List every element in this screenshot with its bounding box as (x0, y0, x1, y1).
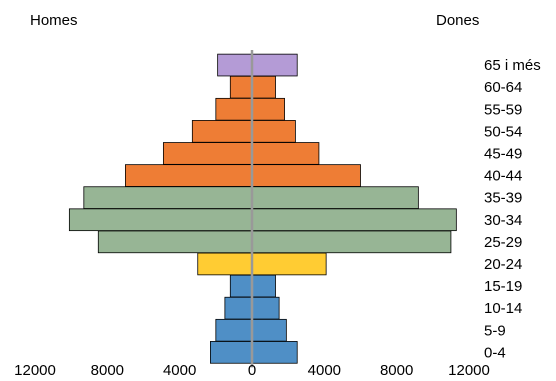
age-label: 60-64 (484, 79, 522, 96)
x-axis-ticks: 12000 8000 4000 0 4000 8000 12000 (14, 362, 490, 379)
age-label: 10-14 (484, 300, 522, 317)
age-label: 35-39 (484, 190, 522, 207)
bar-homes-60-64 (229, 75, 253, 99)
bar-homes-50-54 (191, 120, 253, 143)
bar-homes-15-19 (229, 274, 253, 298)
bar-homes-0-4 (210, 341, 253, 364)
age-label: 45-49 (484, 145, 522, 162)
bar-dones-15-19 (251, 274, 276, 298)
bar-dones-50-54 (251, 120, 296, 143)
age-group-labels: 0-4 5-9 10-14 15-19 20-24 25-29 30-34 35-39 40-4… (484, 57, 541, 361)
bar-homes-5-9 (215, 318, 253, 342)
age-label: 0-4 (484, 344, 506, 361)
x-tick-label: 4000 (308, 362, 341, 379)
age-label: 5-9 (484, 322, 506, 339)
bar-dones-5-9 (251, 318, 287, 342)
x-tick-label: 12000 (448, 362, 490, 379)
age-label: 15-19 (484, 278, 522, 295)
bar-dones-10-14 (251, 296, 280, 320)
bar-homes-10-14 (224, 296, 253, 320)
x-tick-label: 8000 (91, 362, 124, 379)
age-label: 30-34 (484, 212, 522, 229)
bar-dones-0-4 (251, 341, 298, 364)
bar-dones-55-59 (251, 97, 285, 121)
x-tick-label: 12000 (14, 362, 56, 379)
bar-homes-30-34 (68, 208, 253, 232)
bar-homes-65-i-més (217, 53, 253, 77)
right-series-label: Dones (436, 12, 479, 29)
bar-dones-60-64 (251, 75, 276, 99)
age-label: 25-29 (484, 234, 522, 251)
bar-homes-55-59 (215, 97, 253, 121)
bar-homes-40-44 (125, 164, 253, 187)
bar-homes-35-39 (83, 186, 253, 209)
bar-dones-20-24 (251, 252, 327, 276)
age-label: 65 i més (484, 57, 541, 74)
bar-dones-40-44 (251, 164, 361, 187)
bar-dones-45-49 (251, 142, 320, 165)
x-tick-label: 8000 (380, 362, 413, 379)
bar-dones-65-i-més (251, 53, 298, 77)
bar-dones-35-39 (251, 186, 419, 209)
bar-dones-25-29 (251, 230, 452, 254)
age-label: 40-44 (484, 168, 522, 185)
bars-group (68, 53, 457, 364)
bar-homes-25-29 (97, 230, 253, 254)
x-tick-label: 0 (248, 362, 256, 379)
age-label: 50-54 (484, 123, 522, 140)
age-label: 55-59 (484, 101, 522, 118)
age-label: 20-24 (484, 256, 522, 273)
bar-dones-30-34 (251, 208, 457, 232)
left-series-label: Homes (30, 12, 78, 29)
bar-homes-20-24 (197, 252, 253, 276)
bar-homes-45-49 (162, 142, 253, 165)
x-tick-label: 4000 (163, 362, 196, 379)
